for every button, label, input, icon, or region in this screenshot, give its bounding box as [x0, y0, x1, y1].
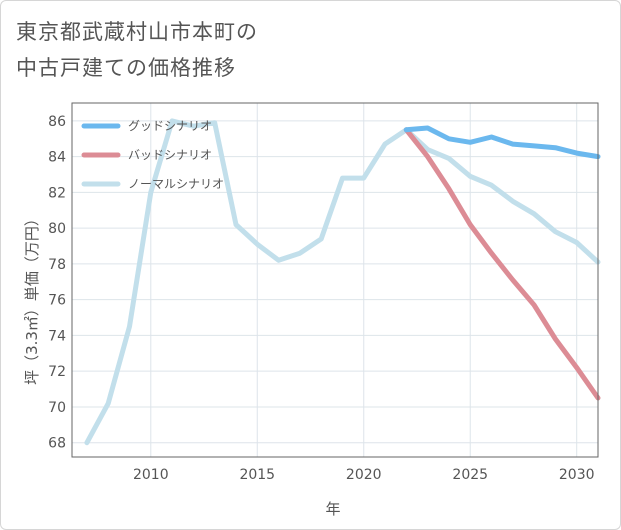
x-tick-label: 2015: [239, 467, 275, 483]
series-line-1: [403, 127, 601, 401]
chart-title-line-1: 東京都武蔵村山市本町の: [16, 20, 258, 44]
axes: 68 70 72 74 76 78 80 82 84 86 2010 2015 2020 2025 2030: [48, 102, 599, 483]
y-tick-label: 74: [48, 328, 66, 344]
x-axis-title: 年: [325, 500, 340, 518]
y-tick-label: 82: [48, 185, 66, 201]
y-tick-label: 80: [48, 221, 66, 237]
series-lines: [84, 118, 601, 446]
grid-lines: [72, 103, 598, 457]
series-line-2: [84, 118, 601, 446]
chart-title-line-2: 中古戸建ての価格推移: [16, 56, 236, 80]
plot-border: [71, 102, 599, 458]
x-tick-label: 2030: [559, 467, 595, 483]
x-tick-label: 2010: [133, 467, 169, 483]
y-tick-label: 70: [48, 400, 66, 416]
y-tick-label: 78: [48, 257, 66, 273]
y-tick-label: 72: [48, 364, 66, 380]
x-tick-label: 2020: [346, 467, 382, 483]
y-tick-label: 68: [48, 436, 66, 452]
chart-title: 東京都武蔵村山市本町の 中古戸建ての価格推移: [16, 14, 436, 86]
y-tick-label: 76: [48, 293, 66, 309]
series-line-0: [403, 125, 601, 160]
legend-label-0: グッドシナリオ: [128, 119, 212, 133]
legend-label-1: バッドシナリオ: [128, 148, 212, 162]
legend-label-2: ノーマルシナリオ: [128, 177, 224, 191]
y-tick-label: 84: [48, 150, 66, 166]
x-tick-label: 2025: [452, 467, 488, 483]
y-axis-title: 坪（3.3㎡）単価（万円）: [23, 211, 41, 385]
y-tick-label: 86: [48, 114, 66, 130]
